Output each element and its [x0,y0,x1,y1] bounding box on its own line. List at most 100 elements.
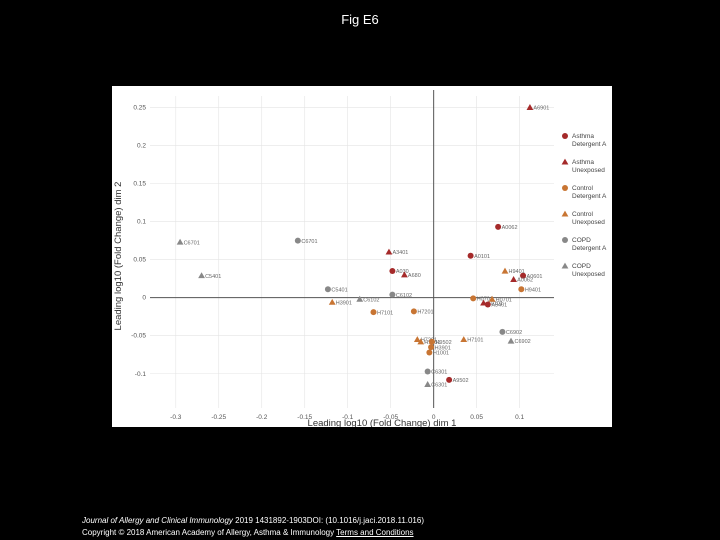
point-label: C6102 [363,297,379,303]
point-label: C5401 [205,274,221,280]
point-h1001 [426,349,433,356]
legend-label: Detergent A [572,193,607,200]
point-label: C6902 [506,330,522,336]
point-c6102 [389,291,396,298]
y-tick-label: 0.25 [133,104,146,111]
point-h0701 [470,295,477,302]
x-tick-label: -0.15 [297,414,312,421]
legend-label: Unexposed [572,167,605,174]
point-a6901 [526,104,534,110]
point-c6701 [294,237,301,244]
point-label: A3401 [392,250,408,256]
point-label: A680 [408,273,421,279]
legend-marker-control-triangle [561,210,569,217]
legend-label: Control [572,185,594,192]
point-label: A6901 [533,106,549,112]
point-label: H7201 [417,310,433,316]
x-tick-label: 0 [432,414,436,421]
point-a030 [389,268,396,275]
point-label: H0701 [477,297,493,303]
x-axis-label: Leading log10 (Fold Change) dim 1 [308,418,457,427]
y-tick-label: -0.1 [135,371,147,378]
point-h3901 [428,344,435,351]
x-tick-label: 0.1 [515,414,524,421]
footer-copyright: Copyright © 2018 American Academy of All… [82,528,414,537]
point-a680 [401,271,408,278]
zero-axes [150,90,554,408]
journal-name: Journal of Allergy and Clinical Immunolo… [82,516,233,525]
grid-lines [150,96,554,408]
figure-title: Fig E6 [341,12,379,27]
point-h9401 [518,286,525,293]
point-label: C6102 [396,293,412,299]
y-tick-label: 0 [142,295,146,302]
point-c5401 [198,272,205,279]
point-c6102 [356,295,364,302]
point-label: C6902 [515,339,531,345]
terms-link[interactable]: Terms and Conditions [336,528,414,537]
y-tick-label: -0.05 [131,333,146,340]
legend-label: Asthma [572,159,594,166]
point-c5401 [324,286,331,293]
citation-text: 2019 1431892-1903DOI: (10.1016/j.jaci.20… [232,516,424,525]
x-tick-label: -0.3 [170,414,182,421]
point-label: A0101 [487,301,503,307]
copyright-text: Copyright © 2018 American Academy of All… [82,528,335,537]
point-h9502 [428,338,435,345]
point-label: C5401 [331,287,347,293]
point-a0062 [495,223,502,230]
legend-label: COPD [572,263,591,270]
point-label: A0062 [517,278,533,284]
point-label: A030 [396,269,409,275]
legend-label: COPD [572,237,591,244]
x-tick-label: 0.05 [470,414,483,421]
legend-label: Detergent A [572,141,607,148]
point-a0062 [510,275,517,282]
x-tick-label: -0.2 [256,414,268,421]
point-a0601 [520,272,527,279]
point-a0101 [467,252,474,259]
point-h7201 [410,308,417,315]
point-c6902 [499,328,506,335]
scatter-chart: -0.3 -0.25 -0.2 -0.15 -0.1 -0.05 0 0.05 0.1 -0.1 -… [113,90,607,427]
y-tick-label: 0.15 [133,181,146,188]
scatter-plot-panel: -0.3 -0.25 -0.2 -0.15 -0.1 -0.05 0 0.05 0.1 -0.1 -… [112,86,612,427]
point-label: A3401 [491,303,507,309]
legend-marker-asthma-triangle [561,158,569,165]
point-c6301 [424,381,432,387]
legend-marker-copd-triangle [561,262,569,269]
point-c6902 [507,337,515,344]
y-tick-label: 0.2 [137,142,146,149]
x-tick-label: -0.25 [211,414,226,421]
point-label: H7201 [421,338,437,344]
legend-marker-asthma-circle [562,133,568,139]
point-label: H9401 [525,287,541,293]
point-label: H7101 [377,310,393,316]
point-label: A0062 [502,225,518,231]
point-h9401 [501,267,509,274]
point-label: A0601 [527,274,543,280]
footer-citation: Journal of Allergy and Clinical Immunolo… [82,516,424,525]
point-h1001 [417,338,425,345]
point-h0701 [488,295,496,302]
point-label: H9401 [509,269,525,275]
x-tick-label: -0.1 [342,414,354,421]
point-a3401 [385,248,393,255]
point-label: H9502 [435,340,451,346]
point-label: A0101 [474,254,490,260]
y-tick-label: 0.1 [137,219,146,226]
legend-marker-copd-circle [562,237,568,243]
legend-label: Unexposed [572,219,605,226]
x-tick-label: -0.05 [383,414,398,421]
point-h7101 [370,309,377,316]
point-h7101 [460,336,468,343]
point-a3401 [484,301,491,308]
legend-label: Unexposed [572,271,605,278]
point-label: H3901 [336,300,352,306]
point-label: A9502 [453,378,469,384]
point-label: H7101 [467,338,483,344]
tick-labels: -0.3 -0.25 -0.2 -0.15 -0.1 -0.05 0 0.05 0.1 -0.1 -… [131,104,524,421]
y-tick-label: 0.05 [133,257,146,264]
point-label: C6301 [431,370,447,376]
